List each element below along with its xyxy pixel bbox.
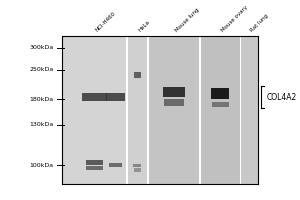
Bar	[200, 36, 240, 184]
Text: HeLa: HeLa	[137, 19, 151, 33]
Bar	[106, 93, 125, 101]
Bar	[148, 36, 200, 184]
Bar	[109, 163, 122, 167]
Bar	[240, 36, 258, 184]
Bar	[239, 36, 241, 184]
Bar	[134, 168, 141, 172]
Bar	[82, 93, 107, 101]
Bar	[62, 36, 127, 184]
Text: NCI-H460: NCI-H460	[94, 11, 117, 33]
Text: 180kDa: 180kDa	[30, 97, 54, 102]
Bar	[85, 160, 103, 165]
Bar	[163, 87, 185, 97]
Bar	[127, 36, 148, 184]
Text: 130kDa: 130kDa	[30, 122, 54, 127]
Text: Mouse lung: Mouse lung	[174, 7, 200, 33]
Bar	[134, 164, 141, 167]
Text: 300kDa: 300kDa	[30, 45, 54, 50]
Text: 100kDa: 100kDa	[30, 163, 54, 168]
Bar	[147, 36, 148, 184]
Text: COL4A2: COL4A2	[267, 93, 297, 102]
Bar	[212, 88, 230, 99]
Bar	[62, 36, 258, 184]
Bar	[86, 166, 103, 170]
Text: Rat lung: Rat lung	[249, 13, 269, 33]
Bar	[200, 36, 201, 184]
Text: Mouse ovary: Mouse ovary	[220, 4, 249, 33]
Text: 250kDa: 250kDa	[30, 67, 54, 72]
Bar	[212, 102, 229, 107]
Bar	[126, 36, 128, 184]
Bar	[164, 99, 184, 106]
Bar	[134, 72, 141, 78]
